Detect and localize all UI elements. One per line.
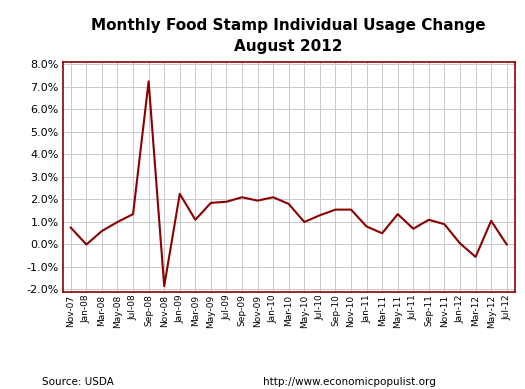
Text: http://www.economicpopulist.org: http://www.economicpopulist.org: [262, 377, 435, 387]
Title: Monthly Food Stamp Individual Usage Change
August 2012: Monthly Food Stamp Individual Usage Chan…: [91, 18, 486, 54]
Text: Source: USDA: Source: USDA: [42, 377, 114, 387]
